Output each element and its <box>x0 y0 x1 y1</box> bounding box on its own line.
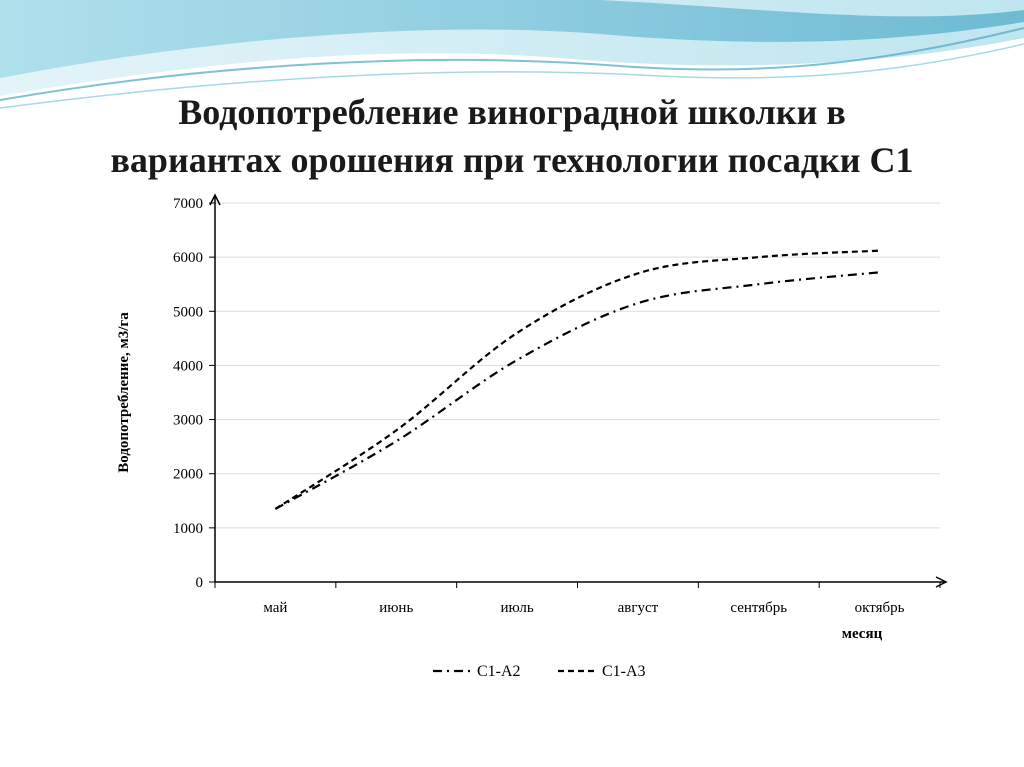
legend: С1-А2 С1-А3 <box>433 663 646 680</box>
series-lines <box>274 249 880 510</box>
x-tick-label: сентябрь <box>730 600 787 616</box>
series-line-c1-a2 <box>274 271 880 510</box>
y-tick-label: 1000 <box>173 521 203 537</box>
y-tick-label: 3000 <box>173 413 203 429</box>
y-tick-label: 0 <box>196 575 204 591</box>
x-tick-label: июль <box>500 600 533 616</box>
x-tick-label: июнь <box>379 600 413 616</box>
x-tick-label: август <box>618 600 659 616</box>
x-tick-label: октябрь <box>855 600 905 616</box>
y-tick-label: 6000 <box>173 250 203 266</box>
y-axis-title: Водопотребление, м3/га <box>116 312 132 473</box>
slide-title-line-1: Водопотребление виноградной школки в <box>178 92 846 132</box>
y-axis-arrow <box>209 193 221 206</box>
slide-title: Водопотребление виноградной школки в вар… <box>40 88 984 184</box>
gridlines <box>215 202 940 529</box>
x-axis-title: месяц <box>842 626 883 642</box>
legend-label: С1-А3 <box>602 663 646 680</box>
decorative-wave-banner <box>0 0 1024 109</box>
y-tick-label: 7000 <box>173 196 203 212</box>
axes <box>209 193 948 588</box>
slide-title-line-2: вариантах орошения при технологии посадк… <box>110 140 914 180</box>
series-line-c1-a3 <box>274 249 880 510</box>
x-axis-arrow <box>935 576 948 588</box>
y-tick-label: 2000 <box>173 467 203 483</box>
y-tick-label: 5000 <box>173 304 203 320</box>
axis-labels: 0 1000 2000 3000 4000 5000 6000 7000 май июнь июль… <box>116 196 905 642</box>
x-tick-label: май <box>263 600 287 616</box>
legend-label: С1-А2 <box>477 663 521 680</box>
y-tick-label: 4000 <box>173 358 203 374</box>
